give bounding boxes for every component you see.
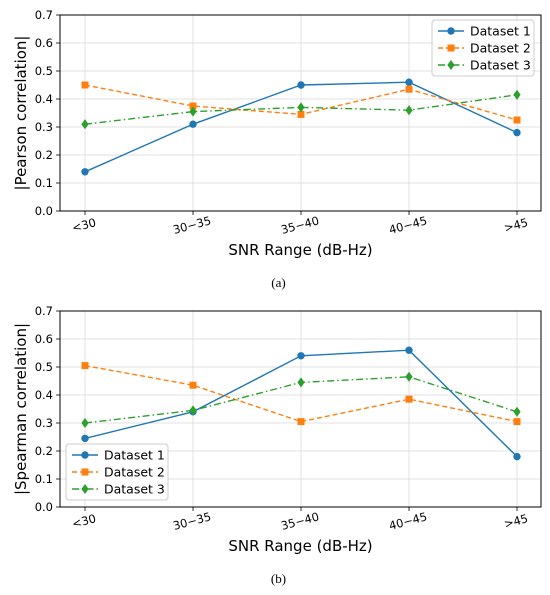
data-point-dataset-2 xyxy=(189,381,197,389)
legend-label-dataset-2: Dataset 2 xyxy=(104,465,165,480)
data-point-dataset-2 xyxy=(405,85,413,93)
data-point-dataset-1 xyxy=(297,352,305,360)
panel-caption: (a) xyxy=(271,275,285,290)
x-tick-label: >45 xyxy=(502,511,529,531)
legend-box xyxy=(431,19,535,77)
legend-marker-dataset-2 xyxy=(81,468,89,476)
data-point-dataset-3 xyxy=(189,106,197,117)
data-point-dataset-1 xyxy=(405,78,413,86)
data-point-dataset-1 xyxy=(297,81,305,89)
legend-marker-dataset-2 xyxy=(447,44,455,52)
panel-caption: (b) xyxy=(271,571,286,586)
data-point-dataset-1 xyxy=(513,128,521,137)
data-point-dataset-3 xyxy=(297,102,305,113)
data-point-dataset-1 xyxy=(513,452,521,461)
y-tick-label: 0.7 xyxy=(35,304,53,318)
y-tick-label: 0.7 xyxy=(35,8,53,22)
legend: Dataset 1 Dataset 2 Dataset 3 xyxy=(65,443,169,501)
legend-marker-dataset-3 xyxy=(81,483,89,495)
data-point-dataset-1 xyxy=(405,346,413,354)
y-tick-label: 0.5 xyxy=(35,64,53,78)
data-point-dataset-3 xyxy=(189,405,197,416)
data-point-dataset-1 xyxy=(81,168,89,176)
y-tick-label: 0.2 xyxy=(35,444,53,458)
data-point-dataset-2 xyxy=(513,116,521,124)
legend-marker-dataset-3 xyxy=(447,59,455,71)
legend-marker-dataset-1 xyxy=(81,451,89,459)
x-tick-label: <30 xyxy=(70,511,97,531)
data-point-dataset-2 xyxy=(405,395,413,403)
x-axis-label: SNR Range (dB-Hz) xyxy=(228,537,372,555)
y-tick-label: 0.2 xyxy=(35,148,53,162)
legend-marker-dataset-1 xyxy=(447,27,455,35)
x-tick-label: >45 xyxy=(502,215,529,235)
x-tick-label: <30 xyxy=(70,215,97,235)
chart-panel-a: 0.0 0.1 0.2 0.3 0.4 0.5 0.6 0.7 <30 30−35 35−40 40−… xyxy=(12,8,542,290)
y-tick-label: 0.1 xyxy=(35,472,53,486)
data-point-dataset-3 xyxy=(81,119,89,130)
x-tick-label: 35−40 xyxy=(279,509,320,533)
data-point-dataset-3 xyxy=(81,417,89,429)
x-tick-label: 30−35 xyxy=(171,509,212,533)
y-tick-label: 0.6 xyxy=(35,36,53,50)
y-tick-label: 0.4 xyxy=(35,92,53,106)
axes-frame xyxy=(59,310,542,508)
y-tick-label: 0.0 xyxy=(35,204,53,218)
data-point-dataset-2 xyxy=(81,362,89,370)
data-point-dataset-3 xyxy=(405,105,413,116)
legend-label-dataset-1: Dataset 1 xyxy=(470,24,531,39)
y-tick-label: 0.5 xyxy=(35,360,53,374)
legend-label-dataset-3: Dataset 3 xyxy=(104,482,165,497)
y-tick-label: 0.1 xyxy=(35,176,53,190)
series-line-dataset-2 xyxy=(84,364,518,423)
data-point-dataset-3 xyxy=(405,371,413,382)
data-point-dataset-3 xyxy=(513,89,521,100)
x-tick-label: 30−35 xyxy=(171,213,212,237)
legend-label-dataset-2: Dataset 2 xyxy=(470,41,531,56)
y-tick-label: 0.3 xyxy=(35,416,53,430)
y-axis-label: |Pearson correlation| xyxy=(12,36,30,191)
data-point-dataset-3 xyxy=(513,406,521,417)
y-tick-label: 0.6 xyxy=(35,332,53,346)
x-tick-label: 35−40 xyxy=(279,213,320,237)
x-tick-label: 40−45 xyxy=(387,509,428,533)
y-tick-label: 0.3 xyxy=(35,120,53,134)
legend: Dataset 1 Dataset 2 Dataset 3 xyxy=(431,19,535,77)
x-tick-label: 40−45 xyxy=(387,213,428,237)
x-axis-label: SNR Range (dB-Hz) xyxy=(228,241,372,259)
data-point-dataset-3 xyxy=(297,377,305,388)
legend-label-dataset-1: Dataset 1 xyxy=(104,448,165,463)
legend-box xyxy=(65,443,169,501)
data-point-dataset-2 xyxy=(513,418,521,426)
y-tick-label: 0.4 xyxy=(35,388,53,402)
data-point-dataset-2 xyxy=(297,418,305,426)
data-point-dataset-1 xyxy=(189,120,197,128)
axes-frame xyxy=(59,14,542,212)
y-axis-label: |Spearman correlation| xyxy=(12,323,30,495)
data-point-dataset-2 xyxy=(81,81,89,89)
legend-label-dataset-3: Dataset 3 xyxy=(470,58,531,73)
data-point-dataset-1 xyxy=(81,434,89,443)
chart-panel-b: 0.0 0.1 0.2 0.3 0.4 0.5 0.6 0.7 <30 30−35 35−40 40−… xyxy=(12,304,542,586)
y-tick-label: 0.0 xyxy=(35,500,53,514)
